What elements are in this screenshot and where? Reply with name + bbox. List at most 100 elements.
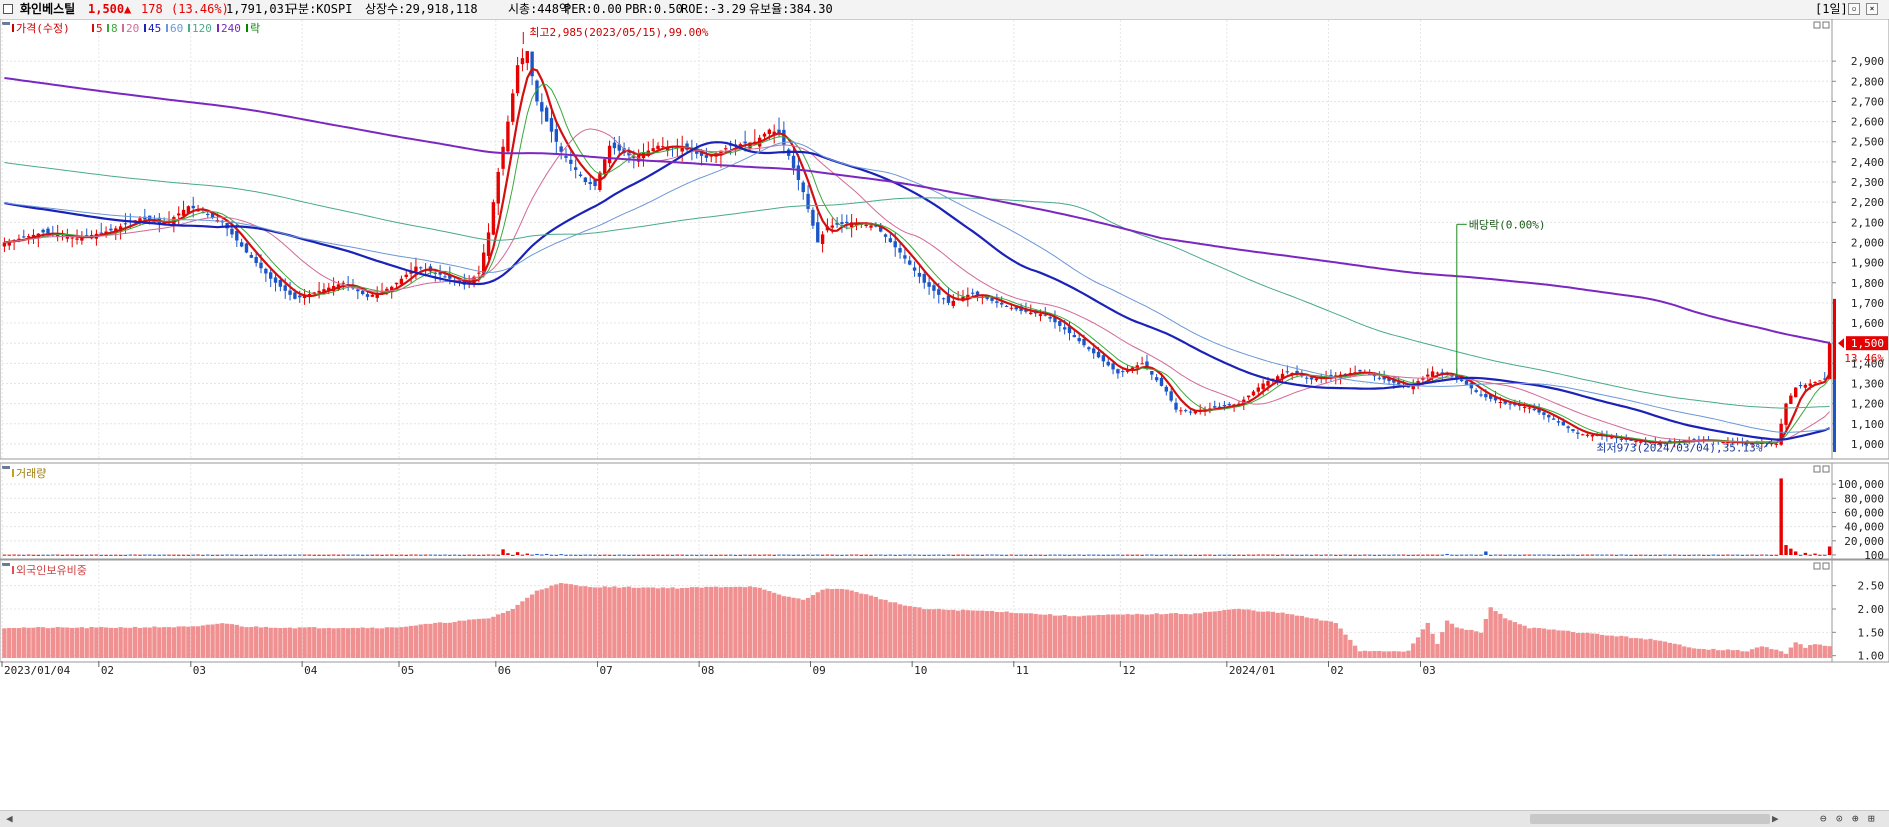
- foreign-ratio-bar: [350, 627, 356, 658]
- candle-body: [302, 295, 307, 299]
- stock-name: 화인베스틸: [20, 2, 76, 16]
- foreign-ratio-bar: [268, 627, 273, 658]
- foreign-ratio-bar: [1812, 644, 1818, 658]
- scroll-left-icon[interactable]: ◀: [6, 812, 13, 825]
- foreign-ratio-bar: [525, 597, 530, 658]
- ma-5-line: [4, 67, 1831, 444]
- listed-shares: 상장수:29,918,118: [365, 2, 478, 16]
- foreign-ratio-bar: [1546, 629, 1551, 658]
- foreign-ratio-bar: [467, 619, 472, 658]
- legend-label-120: 120: [192, 22, 212, 35]
- volume-bar: [1319, 554, 1323, 556]
- scroll-right-icon[interactable]: ▶: [1772, 812, 1779, 825]
- foreign-ratio-bar: [79, 627, 85, 658]
- volume-bar: [1416, 554, 1420, 556]
- foreign-ratio-bar: [1217, 610, 1222, 658]
- foreign-ratio-bar: [1144, 614, 1150, 658]
- volume-bar: [1823, 554, 1827, 556]
- x-tick-label: 10: [914, 664, 927, 677]
- foreign-ratio-bar: [11, 628, 17, 658]
- foreign-ratio-bar: [815, 592, 820, 658]
- zoom-in-icon[interactable]: ⊕: [1852, 812, 1859, 825]
- candle-body: [927, 282, 931, 287]
- candle-body: [830, 225, 834, 228]
- foreign-ratio-bar: [273, 627, 278, 658]
- foreign-ratio-bar: [413, 625, 419, 658]
- volume-bar: [617, 554, 621, 556]
- foreign-ratio-bar: [960, 609, 966, 658]
- volume-bar: [883, 554, 888, 556]
- zoom-out-icon[interactable]: ⊖: [1820, 812, 1827, 825]
- volume-bar: [1217, 554, 1222, 556]
- foreign-ratio-bar: [234, 624, 239, 658]
- roe-value: ROE:-3.29: [681, 2, 747, 16]
- foreign-ratio-bar: [162, 627, 167, 658]
- candle-body: [1430, 371, 1435, 377]
- volume-bar: [670, 554, 675, 556]
- volume-bar: [375, 554, 379, 556]
- foreign-ratio-bar: [1754, 647, 1760, 658]
- volume-bar: [1547, 554, 1551, 556]
- zoom-fit-icon[interactable]: ⊞: [1868, 812, 1875, 825]
- foreign-ratio-bar: [1125, 614, 1130, 658]
- foreign-ratio-bar: [612, 586, 617, 658]
- restore-icon[interactable]: ▫: [1848, 3, 1860, 15]
- foreign-ratio-bar: [994, 611, 1000, 658]
- candle-body: [65, 236, 70, 239]
- foreign-ratio-bar: [1716, 650, 1721, 658]
- foreign-ratio-bar: [1565, 630, 1571, 658]
- foreign-ratio-bar: [1168, 613, 1174, 658]
- foreign-ratio-bar: [573, 585, 578, 658]
- volume-bar: [1096, 554, 1101, 556]
- foreign-ratio-bar: [1241, 609, 1246, 658]
- foreign-ratio-bar: [1110, 614, 1116, 658]
- candle-body: [399, 278, 404, 285]
- volume-bar: [1750, 554, 1754, 556]
- select-checkbox[interactable]: [3, 4, 13, 14]
- volume-bar: [1358, 554, 1362, 556]
- foreign-ratio-bar: [486, 618, 491, 658]
- candle-body: [1450, 375, 1454, 377]
- foreign-ratio-bar: [1590, 633, 1595, 658]
- foreign-ratio-bar: [849, 590, 854, 658]
- x-tick-label: 12: [1122, 664, 1135, 677]
- foreign-ratio-bar: [249, 627, 254, 658]
- candle-body: [1469, 383, 1474, 389]
- candle-body: [1213, 406, 1217, 408]
- period-selector[interactable]: [1일]: [1815, 2, 1848, 16]
- volume-bar: [990, 554, 994, 556]
- scroll-thumb[interactable]: [1530, 814, 1770, 824]
- foreign-ratio-bar: [694, 587, 699, 658]
- volume-bar: [946, 554, 951, 556]
- foreign-ratio-bar: [186, 626, 191, 658]
- stock-chart[interactable]: 1,000 1,100 1,200 1,300 1,400 1,500 1,600 1,700…: [0, 19, 1889, 810]
- volume-bar: [191, 554, 195, 556]
- foreign-ratio-bar: [1386, 651, 1392, 658]
- foreign-ratio-bar: [384, 627, 390, 658]
- candle-body: [1358, 369, 1362, 372]
- foreign-ratio-bar: [747, 586, 753, 658]
- foreign-ratio-bar: [713, 586, 719, 658]
- foreign-ratio-bar: [1275, 612, 1280, 658]
- foreign-ratio-bar: [801, 599, 806, 658]
- volume-bar: [239, 554, 244, 556]
- candle-body: [191, 205, 195, 209]
- candle-body: [665, 146, 670, 151]
- candle-body: [1009, 307, 1014, 309]
- foreign-ratio-bar: [907, 606, 912, 658]
- candle-body: [1256, 387, 1261, 392]
- candle-body: [806, 193, 810, 209]
- foreign-ratio-bar: [588, 587, 593, 658]
- volume-bar: [559, 554, 563, 556]
- volume-bar: [820, 554, 825, 556]
- close-icon[interactable]: ×: [1866, 3, 1878, 15]
- candle-body: [1329, 374, 1333, 377]
- foreign-ratio-bar: [704, 586, 709, 658]
- candle-body: [1367, 373, 1372, 375]
- candle-body: [259, 262, 263, 269]
- zoom-reset-icon[interactable]: ⊙: [1836, 812, 1843, 825]
- candle-body: [394, 282, 399, 285]
- chart-scrollbar[interactable]: ◀ ▶ ⊖ ⊙ ⊕ ⊞: [0, 810, 1889, 827]
- volume-bar: [1087, 554, 1091, 556]
- foreign-ratio-bar: [195, 626, 201, 658]
